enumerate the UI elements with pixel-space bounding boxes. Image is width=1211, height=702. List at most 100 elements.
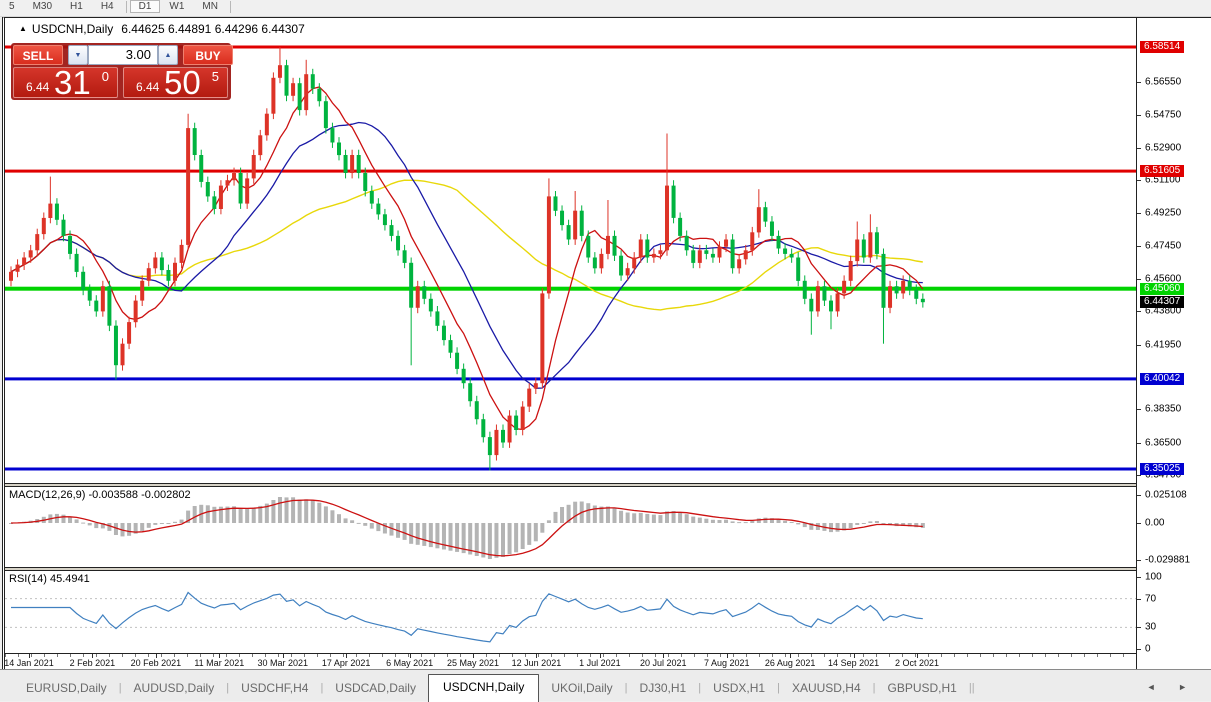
rsi-tick-mark xyxy=(1137,627,1141,628)
rsi-label: RSI(14) 45.4941 xyxy=(9,573,90,585)
date-tick xyxy=(346,654,348,658)
toolbar-separator xyxy=(229,1,231,13)
tab-separator: | xyxy=(320,682,324,694)
rsi-tick-mark xyxy=(1137,577,1141,578)
current-price-badge: 6.44307 xyxy=(1140,296,1185,308)
hline-price-badge: 6.35025 xyxy=(1140,463,1185,475)
date-tick xyxy=(536,654,538,658)
timeframe-button-d1[interactable]: D1 xyxy=(129,0,161,13)
date-label: 14 Jan 2021 xyxy=(4,658,54,668)
bid-price-prefix: 6.44 xyxy=(26,80,50,94)
panel-separator[interactable] xyxy=(5,567,1136,571)
date-label: 12 Jun 2021 xyxy=(511,658,562,668)
timeframe-button-h1[interactable]: H1 xyxy=(70,1,83,12)
macd-axis-label: 0.00 xyxy=(1145,517,1165,529)
date-label: 25 May 2021 xyxy=(446,658,500,668)
timeframe-button-5[interactable]: 5 xyxy=(9,1,15,12)
date-label: 6 May 2021 xyxy=(386,658,434,668)
price-tick-mark xyxy=(1137,475,1141,476)
price-tick-mark xyxy=(1137,345,1141,346)
price-tick-label: 6.45600 xyxy=(1145,273,1182,285)
tab-separator: | xyxy=(777,682,780,694)
price-tick-label: 6.41950 xyxy=(1145,339,1182,351)
chart-tab-usdcad[interactable]: USDCAD,Daily xyxy=(335,681,416,695)
ask-price-pips: 50 xyxy=(164,64,201,101)
price-tick-label: 6.51100 xyxy=(1145,174,1181,186)
price-tick-mark xyxy=(1137,82,1141,83)
date-tick xyxy=(219,654,221,658)
date-label: 30 Mar 2021 xyxy=(257,658,308,668)
date-tick xyxy=(473,654,474,658)
date-tick xyxy=(92,654,94,658)
macd-axis-label: 0.025108 xyxy=(1145,489,1187,501)
price-tick-label: 6.49250 xyxy=(1145,207,1182,219)
hline-price-badge: 6.40042 xyxy=(1140,373,1185,385)
price-tick-label: 6.54750 xyxy=(1145,109,1182,121)
chart-tab-eurusd[interactable]: EURUSD,Daily xyxy=(26,681,107,695)
timeframe-toolbar: 5 M30 H1 H4 D1 W1 MN xyxy=(0,0,1211,17)
tab-separator: | xyxy=(968,682,972,694)
date-tick xyxy=(155,654,157,658)
timeframe-button-w1[interactable]: W1 xyxy=(169,1,185,12)
chart-title: ▲ USDCNH,Daily 6.44625 6.44891 6.44296 6.4… xyxy=(19,22,305,36)
rsi-panel[interactable]: RSI(14) 45.4941 xyxy=(5,571,1136,653)
macd-label: MACD(12,26,9) -0.003588 -0.002802 xyxy=(9,489,191,501)
tab-separator: | xyxy=(118,682,122,694)
ask-price-point: 5 xyxy=(211,69,219,84)
timeframe-button-h4[interactable]: H4 xyxy=(100,1,114,12)
volume-input[interactable]: 3.00 xyxy=(88,45,158,65)
tab-separator: | xyxy=(226,682,230,694)
sell-button[interactable]: SELL xyxy=(13,45,63,65)
date-tick xyxy=(29,654,30,658)
price-tick-label: 6.38350 xyxy=(1145,403,1182,415)
panel-separator[interactable] xyxy=(5,483,1136,487)
price-tick-mark xyxy=(1137,443,1141,444)
date-label: 20 Feb 2021 xyxy=(130,658,182,668)
rsi-axis-label: 0 xyxy=(1145,643,1151,655)
volume-decrease-button[interactable]: ▼ xyxy=(68,45,88,65)
price-tick-mark xyxy=(1137,115,1141,116)
date-tick xyxy=(853,654,855,658)
chart-tab-usdcnh[interactable]: USDCNH,Daily xyxy=(427,674,540,702)
buy-button[interactable]: BUY xyxy=(183,45,233,65)
price-tick-label: 6.34700 xyxy=(1145,469,1182,481)
date-label: 7 Aug 2021 xyxy=(703,658,750,668)
ask-price-display: 6.44 50 5 xyxy=(123,64,228,101)
timeframe-button-mn[interactable]: MN xyxy=(202,1,218,12)
date-label: 26 Aug 2021 xyxy=(764,658,816,668)
macd-tick-mark xyxy=(1137,560,1141,561)
price-axis[interactable]: 6.56550 6.54750 6.52900 6.51100 6.49250 6.474… xyxy=(1136,17,1211,670)
date-label: 1 Jul 2021 xyxy=(579,658,621,668)
chart-tab-dj30[interactable]: DJ30,H1 xyxy=(639,681,687,695)
timeframe-button-m30[interactable]: M30 xyxy=(32,1,53,12)
chart-tab-usdx[interactable]: USDX,H1 xyxy=(713,681,766,695)
hline-price-badge: 6.58514 xyxy=(1140,41,1185,53)
candlestick-chart[interactable] xyxy=(5,18,1136,483)
date-tick xyxy=(917,654,919,658)
chart-tab-xauusd[interactable]: XAUUSD,H4 xyxy=(791,681,861,695)
date-tick xyxy=(726,654,728,658)
hline-price-badge: 6.45060 xyxy=(1140,283,1185,295)
chart-tab-bar: EURUSD,Daily | AUDUSD,Daily | USDCHF,H4 | USDC… xyxy=(0,669,1211,702)
macd-axis-label: -0.029881 xyxy=(1145,554,1191,566)
collapse-arrow-icon[interactable]: ▲ xyxy=(19,24,27,33)
tab-separator: | xyxy=(971,682,975,694)
price-tick-mark xyxy=(1137,180,1141,181)
chart-tab-audusd[interactable]: AUDUSD,Daily xyxy=(133,681,215,695)
date-tick xyxy=(599,654,601,658)
price-tick-label: 6.36500 xyxy=(1145,437,1182,449)
date-label: 2 Oct 2021 xyxy=(895,658,940,668)
tab-scroll-arrows[interactable]: ◄ ► xyxy=(1146,682,1197,692)
chart-tab-ukoil[interactable]: UKOil,Daily xyxy=(551,681,613,695)
date-label: 2 Feb 2021 xyxy=(69,658,116,668)
date-axis[interactable]: 14 Jan 2021 2 Feb 2021 20 Feb 2021 11 Mar 2… xyxy=(4,653,1136,671)
macd-panel[interactable]: MACD(12,26,9) -0.003588 -0.002802 xyxy=(5,487,1136,567)
chart-tab-usdchf[interactable]: USDCHF,H4 xyxy=(241,681,309,695)
chart-window[interactable]: ▲ USDCNH,Daily 6.44625 6.44891 6.44296 6.4… xyxy=(2,17,1139,671)
tab-separator: | xyxy=(698,682,702,694)
volume-increase-button[interactable]: ▲ xyxy=(158,45,178,65)
chart-tab-gbpusd[interactable]: GBPUSD,H1 xyxy=(887,681,957,695)
ohlc-quote: 6.44625 6.44891 6.44296 6.44307 xyxy=(121,22,305,36)
rsi-axis-label: 70 xyxy=(1145,593,1157,605)
